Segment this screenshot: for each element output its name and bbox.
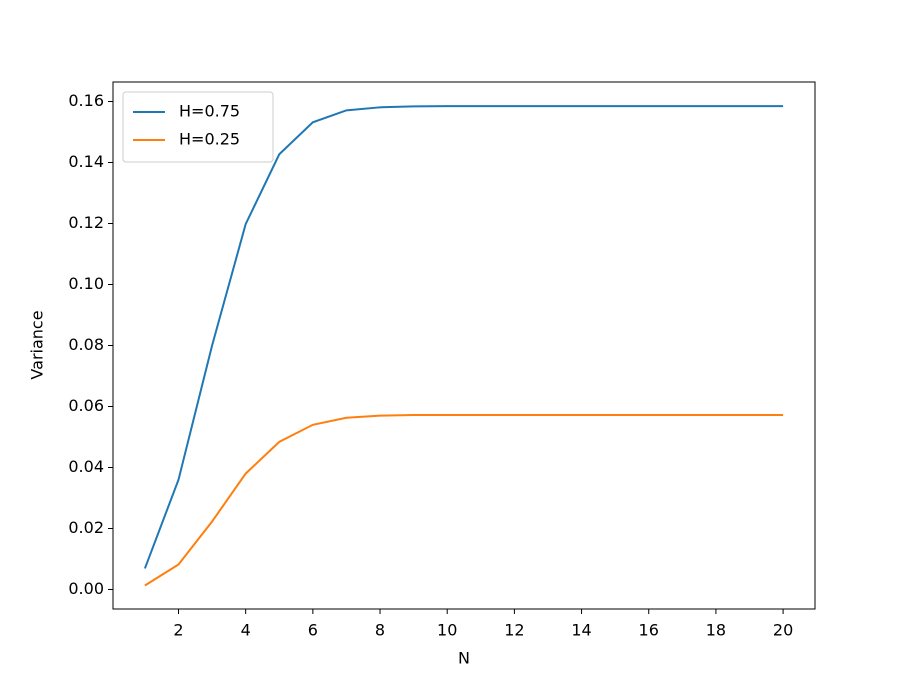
x-tick-label: 2 — [173, 621, 183, 640]
x-tick-label: 18 — [706, 621, 726, 640]
plot-frame — [112, 81, 816, 610]
y-tick-label: 0.12 — [68, 213, 104, 232]
series-line — [144, 414, 784, 587]
y-tick-label: 0.10 — [68, 274, 104, 293]
y-tick-label: 0.02 — [68, 518, 104, 537]
x-tick-label: 16 — [639, 621, 659, 640]
y-tick-label: 0.06 — [68, 396, 104, 415]
y-tick-label: 0.00 — [68, 579, 104, 598]
x-tick-label: 10 — [437, 621, 457, 640]
y-tick-label: 0.08 — [68, 335, 104, 354]
legend-label: H=0.25 — [179, 130, 240, 149]
legend-box — [122, 91, 274, 163]
legend-label: H=0.75 — [179, 102, 240, 121]
y-tick-label: 0.16 — [68, 91, 104, 110]
x-axis-label: N — [458, 649, 470, 668]
y-tick-label: 0.14 — [68, 152, 104, 171]
y-axis-label: Variance — [28, 310, 47, 379]
x-tick-label: 4 — [241, 621, 251, 640]
x-tick-label: 6 — [308, 621, 318, 640]
x-tick-label: 20 — [773, 621, 793, 640]
x-tick-label: 12 — [504, 621, 524, 640]
x-tick-label: 8 — [375, 621, 385, 640]
x-tick-label: 14 — [571, 621, 591, 640]
y-tick-label: 0.04 — [68, 457, 104, 476]
series-line — [143, 105, 784, 569]
